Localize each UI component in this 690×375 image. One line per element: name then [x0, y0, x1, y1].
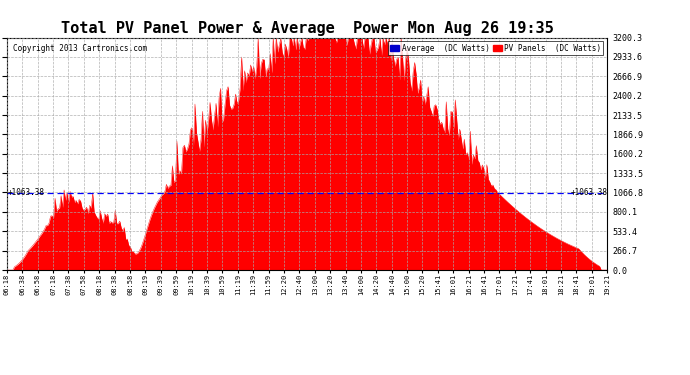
- Text: +1063.38: +1063.38: [8, 188, 44, 197]
- Text: Copyright 2013 Cartronics.com: Copyright 2013 Cartronics.com: [13, 45, 147, 54]
- Text: +1063.38: +1063.38: [570, 188, 607, 197]
- Title: Total PV Panel Power & Average  Power Mon Aug 26 19:35: Total PV Panel Power & Average Power Mon…: [61, 21, 553, 36]
- Legend: Average  (DC Watts), PV Panels  (DC Watts): Average (DC Watts), PV Panels (DC Watts): [388, 41, 603, 55]
